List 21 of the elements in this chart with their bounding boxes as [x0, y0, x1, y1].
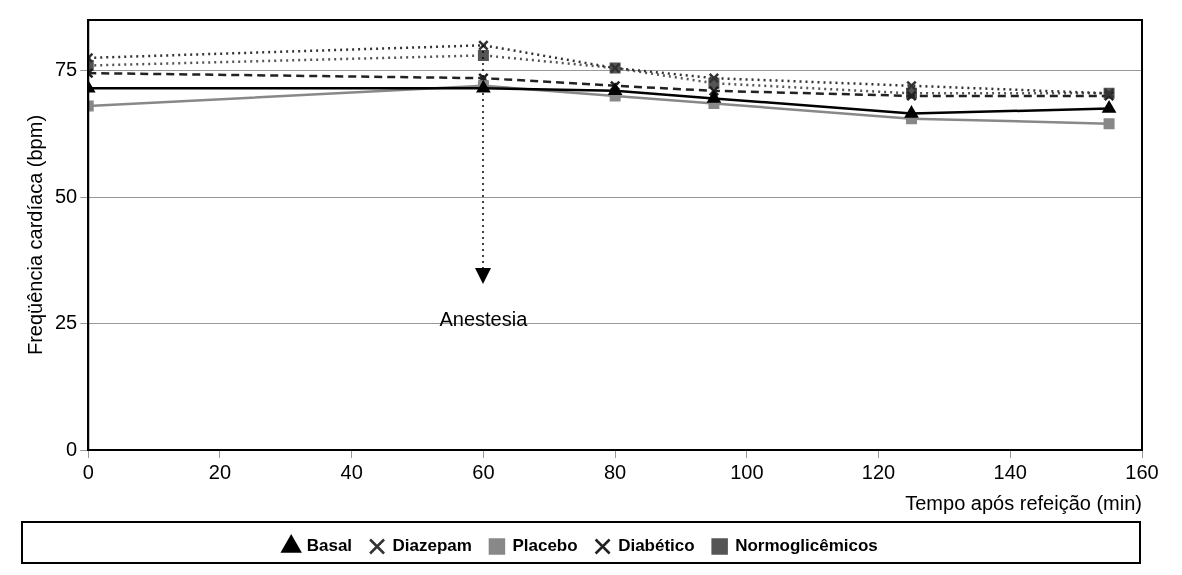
y-tick-label: 25: [55, 311, 78, 334]
x-tick-label: 80: [604, 460, 627, 483]
x-tick-label: 60: [472, 460, 495, 483]
legend-label: Diazepam: [392, 536, 472, 556]
y-tick-label: 50: [55, 184, 78, 207]
x-tick-label: 160: [1125, 460, 1159, 483]
y-axis-title: Freqüência cardíaca (bpm): [23, 114, 46, 356]
y-tick-label: 75: [55, 58, 78, 81]
x-tick-label: 20: [208, 460, 232, 483]
legend-label: Placebo: [512, 536, 578, 556]
legend-label: Diabético: [618, 536, 695, 556]
legend-label: Basal: [306, 536, 353, 556]
ref-line-label: Anestesia: [439, 307, 529, 330]
x-tick-label: 140: [993, 460, 1027, 483]
legend-label: Normoglicêmicos: [735, 536, 878, 556]
y-tick-label: 0: [66, 437, 78, 460]
x-tick-label: 40: [340, 460, 363, 483]
x-tick-label: 100: [730, 460, 764, 483]
x-axis-title: Tempo após refeição (min): [905, 491, 1142, 514]
x-tick-label: 0: [82, 460, 94, 483]
x-tick-label: 120: [861, 460, 896, 483]
